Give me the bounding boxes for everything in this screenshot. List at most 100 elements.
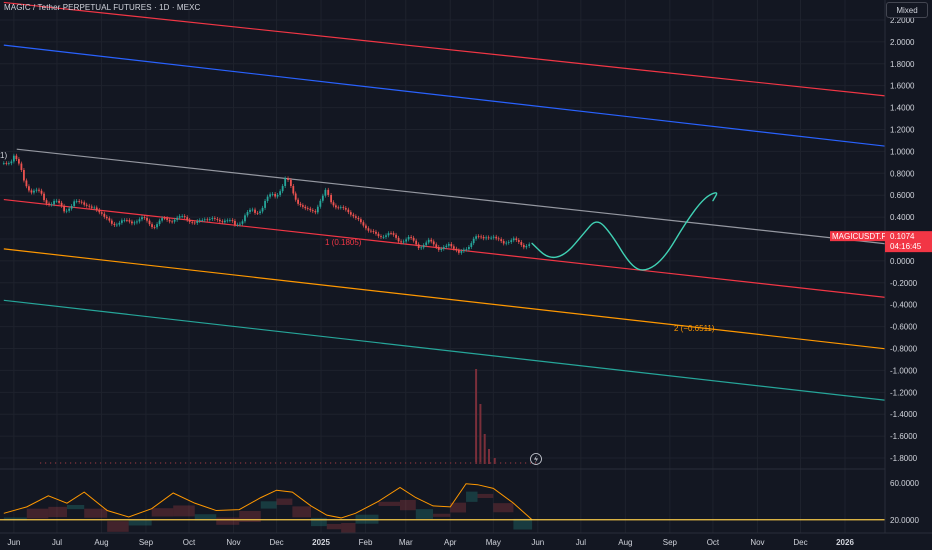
candle-body bbox=[455, 248, 458, 251]
price-tick-label: -1.6000 bbox=[890, 432, 918, 441]
candle-body bbox=[118, 222, 121, 225]
time-tick-label: Mar bbox=[399, 538, 413, 547]
oscillator-histogram bbox=[260, 501, 277, 509]
candle-body bbox=[108, 218, 111, 221]
candle-body bbox=[510, 240, 513, 243]
candle-body bbox=[80, 201, 83, 203]
candle-body bbox=[168, 219, 171, 222]
oscillator-histogram bbox=[151, 508, 174, 517]
candle-body bbox=[304, 206, 307, 209]
volume-bar bbox=[405, 462, 407, 464]
candle-body bbox=[287, 178, 289, 180]
symbol-label-bg bbox=[830, 231, 885, 242]
price-tick-label: 2.0000 bbox=[890, 38, 915, 47]
candle-body bbox=[191, 221, 194, 223]
volume-bar bbox=[185, 462, 187, 464]
volume-bar bbox=[140, 462, 142, 464]
volume-bar bbox=[115, 462, 117, 464]
scale-mode-button[interactable]: Mixed bbox=[886, 2, 928, 18]
candle-body bbox=[183, 216, 186, 218]
price-tick-label: -0.4000 bbox=[890, 301, 918, 310]
volume-bar bbox=[85, 462, 87, 464]
projection-path bbox=[531, 192, 718, 271]
volume-bar bbox=[125, 462, 127, 464]
volume-bar bbox=[500, 462, 502, 464]
candle-body bbox=[143, 217, 146, 219]
candle-body bbox=[468, 246, 470, 250]
volume-bar bbox=[45, 462, 47, 464]
volume-bar bbox=[483, 434, 486, 464]
candle-body bbox=[50, 204, 53, 206]
candle-body bbox=[78, 201, 81, 202]
candle-body bbox=[495, 236, 498, 239]
candle-body bbox=[377, 233, 380, 237]
candle-body bbox=[352, 214, 355, 217]
candle-body bbox=[196, 221, 199, 223]
volume-bar bbox=[320, 462, 322, 464]
oscillator-line bbox=[3, 483, 533, 521]
price-tick-label: 0.4000 bbox=[890, 213, 915, 222]
candle-body bbox=[420, 247, 423, 249]
candle-body bbox=[452, 246, 455, 249]
price-tick-label: 2.2000 bbox=[890, 16, 915, 25]
price-label-bg bbox=[885, 231, 932, 253]
candle-body bbox=[93, 207, 96, 209]
candle-body bbox=[392, 233, 395, 235]
candle-body bbox=[60, 202, 63, 206]
volume-bar bbox=[105, 462, 107, 464]
candle-body bbox=[55, 200, 58, 202]
candle-body bbox=[284, 178, 287, 187]
volume-bar bbox=[235, 462, 237, 464]
candle-body bbox=[65, 210, 68, 212]
volume-bar bbox=[505, 462, 507, 464]
oscillator-tick-label: 20.0000 bbox=[890, 516, 919, 525]
candle-body bbox=[447, 244, 450, 246]
candle-body bbox=[321, 195, 324, 201]
candle-body bbox=[73, 201, 76, 206]
oscillator-histogram bbox=[216, 517, 240, 525]
candle-body bbox=[156, 224, 158, 228]
candle-body bbox=[297, 199, 299, 204]
volume-bar bbox=[355, 462, 357, 464]
trend-line-red bbox=[3, 1, 903, 99]
candle-body bbox=[113, 223, 116, 226]
candle-body bbox=[203, 219, 206, 221]
price-tick-label: -1.0000 bbox=[890, 366, 918, 375]
volume-bar bbox=[530, 462, 532, 464]
volume-bar bbox=[495, 462, 497, 464]
candle-body bbox=[83, 202, 86, 205]
candle-body bbox=[173, 219, 176, 222]
candle-body bbox=[234, 220, 236, 225]
oscillator-histogram bbox=[311, 517, 327, 527]
volume-bar bbox=[290, 462, 292, 464]
time-tick-label: Jun bbox=[531, 538, 544, 547]
candle-body bbox=[367, 228, 370, 231]
time-tick-label: Aug bbox=[94, 538, 108, 547]
volume-bar bbox=[55, 462, 57, 464]
candle-body bbox=[213, 218, 216, 219]
candle-body bbox=[33, 190, 35, 193]
volume-bar bbox=[200, 462, 202, 464]
volume-bar bbox=[245, 462, 247, 464]
volume-bar bbox=[195, 462, 197, 464]
candle-body bbox=[128, 220, 131, 222]
volume-bar bbox=[120, 462, 122, 464]
candle-body bbox=[279, 191, 282, 195]
candle-body bbox=[23, 169, 25, 181]
price-tick-label: 1.8000 bbox=[890, 60, 915, 69]
volume-bar bbox=[255, 462, 257, 464]
time-tick-label: Sep bbox=[663, 538, 678, 547]
candle-body bbox=[342, 207, 345, 209]
volume-bar bbox=[380, 462, 382, 464]
candle-body bbox=[256, 212, 259, 214]
candle-body bbox=[133, 222, 136, 224]
candle-body bbox=[330, 194, 333, 203]
volume-bar bbox=[475, 462, 477, 464]
trend-line-orange bbox=[3, 248, 903, 352]
time-axis-panel bbox=[0, 533, 932, 550]
volume-bar bbox=[375, 462, 377, 464]
candle-body bbox=[131, 221, 133, 224]
candle-body bbox=[485, 237, 488, 239]
volume-bar bbox=[460, 462, 462, 464]
